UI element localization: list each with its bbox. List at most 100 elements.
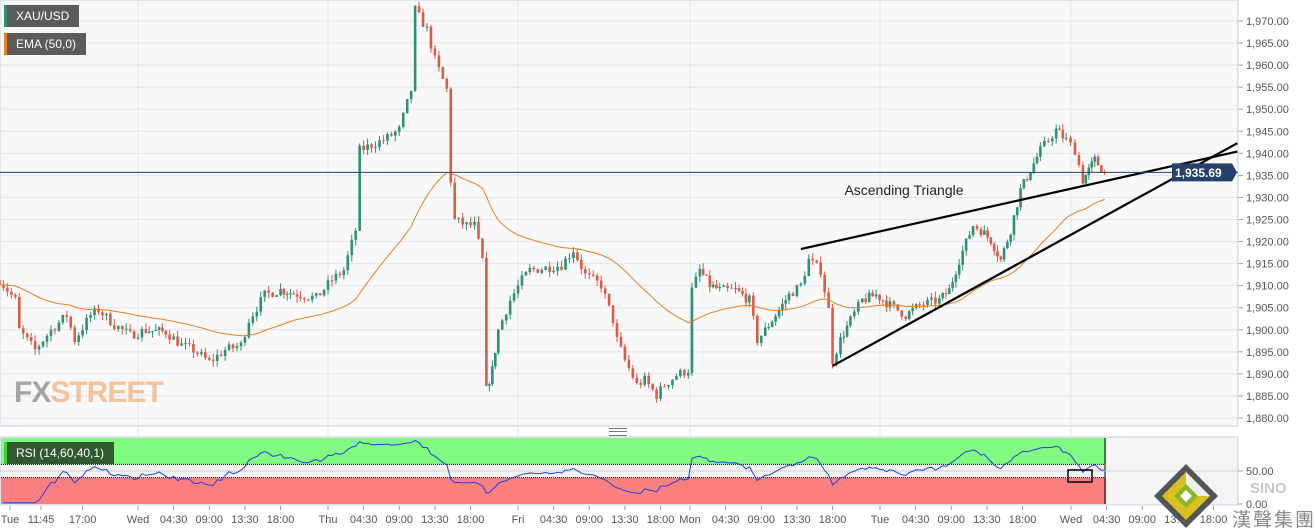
- candle-body: [1077, 154, 1081, 166]
- rsi-tick-label: 0.00: [1246, 499, 1267, 511]
- rsi-line: [3, 440, 1105, 504]
- candle-body: [795, 285, 799, 297]
- candle-body: [938, 298, 941, 304]
- candle-body: [803, 276, 807, 284]
- candle-body: [635, 377, 639, 383]
- candle-body: [683, 370, 686, 376]
- candle-body: [457, 217, 460, 219]
- candle-body: [748, 295, 751, 303]
- candle-body: [651, 384, 654, 390]
- candle-body: [900, 310, 904, 317]
- candle-body: [1069, 137, 1072, 143]
- candle-body: [705, 274, 708, 276]
- candle-body: [292, 293, 296, 295]
- candle-body: [631, 368, 635, 378]
- symbol-legend[interactable]: XAU/USD: [4, 5, 80, 27]
- candle-body: [449, 88, 453, 183]
- panel-resize-handle[interactable]: [609, 428, 627, 436]
- candle-body: [299, 296, 302, 299]
- candle-body: [536, 269, 540, 273]
- candle-body: [124, 328, 128, 330]
- candle-body: [192, 344, 195, 353]
- candle-body: [619, 336, 623, 347]
- candle-body: [136, 337, 140, 339]
- candle-body: [200, 352, 203, 355]
- candle-body: [587, 273, 591, 275]
- candle-body: [904, 316, 908, 319]
- candle-body: [686, 372, 690, 376]
- x-tick-label: 13:30: [783, 514, 811, 526]
- candle-body: [591, 274, 595, 276]
- trendline: [800, 150, 1238, 251]
- candles: [0, 1, 1106, 403]
- candle-body: [544, 266, 548, 270]
- candle-body: [655, 389, 658, 399]
- candle-body: [330, 280, 334, 282]
- candle-body: [0, 279, 1, 285]
- candle-body: [496, 329, 500, 353]
- candle-body: [1015, 207, 1019, 216]
- candle-body: [520, 275, 524, 286]
- candle-body: [120, 326, 124, 330]
- candle-body: [1022, 179, 1026, 189]
- candle-body: [25, 333, 29, 338]
- candle-body: [176, 336, 179, 346]
- candle-body: [599, 280, 603, 289]
- candle-body: [219, 354, 223, 356]
- candle-body: [711, 284, 715, 288]
- y-tick-label: 1,930.00: [1246, 192, 1289, 204]
- candle-body: [907, 311, 911, 319]
- candle-body: [477, 221, 480, 239]
- ema-legend[interactable]: EMA (50,0): [4, 33, 87, 55]
- y-tick-label: 1,955.00: [1246, 82, 1289, 94]
- candle-body: [1054, 128, 1058, 139]
- candle-body: [144, 329, 148, 333]
- x-tick-label: 09:00: [748, 514, 776, 526]
- candle-body: [957, 264, 961, 275]
- candle-body: [164, 331, 168, 335]
- candle-body: [157, 327, 161, 330]
- candle-body: [722, 285, 725, 288]
- candle-body: [540, 269, 544, 273]
- candle-body: [2, 284, 5, 288]
- candle-body: [485, 257, 488, 386]
- candle-body: [17, 297, 21, 329]
- candle-body: [930, 297, 933, 300]
- candle-body: [1047, 140, 1050, 142]
- candle-body: [413, 6, 417, 91]
- candle-body: [1050, 138, 1054, 142]
- candle-body: [53, 329, 57, 331]
- candle-body: [350, 239, 354, 256]
- candle-body: [1073, 142, 1077, 155]
- candle-body: [500, 320, 504, 330]
- rsi-legend[interactable]: RSI (14,60,40,1): [4, 442, 115, 464]
- candle-body: [33, 340, 37, 350]
- x-tick-label: 04:30: [1093, 514, 1121, 526]
- candle-body: [204, 352, 207, 358]
- candle-body: [777, 309, 781, 317]
- y-tick-label: 1,920.00: [1246, 237, 1289, 249]
- candle-body: [378, 140, 381, 148]
- candle-body: [425, 26, 429, 28]
- candle-body: [823, 274, 826, 293]
- candle-body: [1032, 163, 1036, 173]
- candle-body: [979, 228, 983, 235]
- x-tick-label: Wed: [127, 514, 149, 526]
- candle-body: [878, 294, 881, 301]
- candle-body: [362, 145, 365, 151]
- x-tick-label: 18:00: [457, 514, 485, 526]
- candle-body: [1012, 215, 1016, 235]
- candle-body: [61, 314, 65, 323]
- candle-body: [524, 272, 528, 276]
- candle-body: [961, 250, 964, 265]
- candle-body: [799, 283, 803, 286]
- candle-body: [394, 131, 397, 136]
- candle-body: [690, 287, 694, 373]
- candle-body: [279, 289, 282, 296]
- candle-body: [584, 269, 587, 274]
- candle-body: [453, 182, 457, 219]
- y-tick-label: 1,915.00: [1246, 259, 1289, 271]
- candle-body: [488, 384, 491, 386]
- candle-body: [552, 270, 555, 273]
